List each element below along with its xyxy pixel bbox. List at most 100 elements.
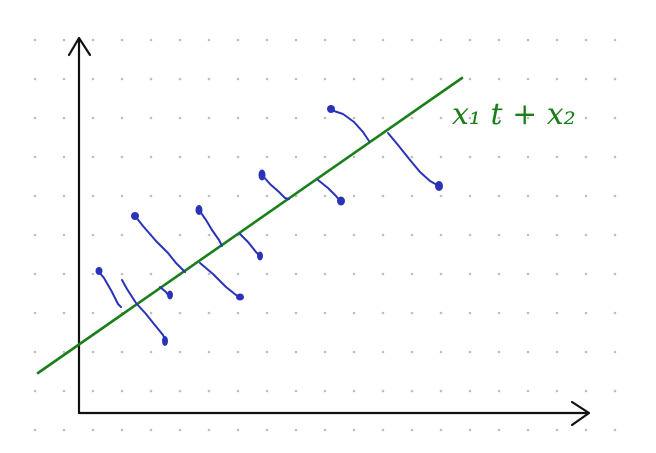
- grid-dot: [410, 350, 414, 354]
- grid-dot: [468, 116, 472, 120]
- grid-dot: [236, 155, 240, 159]
- residual-4: [134, 215, 186, 273]
- grid-dot: [584, 194, 588, 198]
- grid-dot: [584, 428, 588, 432]
- grid-dot: [178, 155, 182, 159]
- grid-dot: [62, 389, 66, 393]
- grid-dot: [207, 389, 211, 393]
- grid-dot: [439, 38, 443, 42]
- data-point-7: [257, 251, 263, 261]
- grid-dot: [149, 272, 153, 276]
- grid-dot: [265, 389, 269, 393]
- residual-5: [199, 262, 242, 298]
- grid-dot: [584, 116, 588, 120]
- grid-dot: [178, 38, 182, 42]
- grid-dot: [265, 272, 269, 276]
- grid-dot: [120, 116, 124, 120]
- grid-dot: [468, 311, 472, 315]
- residual-11: [387, 132, 440, 187]
- grid-dot: [613, 350, 617, 354]
- grid-dot: [497, 77, 501, 81]
- grid-dot: [555, 428, 559, 432]
- grid-dot: [613, 389, 617, 393]
- grid-dot: [33, 116, 37, 120]
- grid-dot: [236, 428, 240, 432]
- data-point-2: [162, 336, 168, 346]
- grid-dot: [584, 77, 588, 81]
- grid-dot: [613, 77, 617, 81]
- grid-dot: [265, 311, 269, 315]
- grid-dot: [236, 38, 240, 42]
- residual-1: [98, 271, 122, 308]
- grid-dot: [178, 116, 182, 120]
- grid-dot: [555, 233, 559, 237]
- grid-dot: [584, 311, 588, 315]
- grid-dot: [323, 389, 327, 393]
- grid-dot: [323, 428, 327, 432]
- grid-dot: [91, 38, 95, 42]
- grid-dot: [381, 233, 385, 237]
- grid-dot: [526, 272, 530, 276]
- grid-dot: [323, 311, 327, 315]
- grid-dot: [439, 350, 443, 354]
- residual-7: [239, 233, 261, 257]
- grid-dot: [294, 428, 298, 432]
- grid-dot: [410, 428, 414, 432]
- grid-dot: [352, 155, 356, 159]
- grid-dot: [497, 428, 501, 432]
- grid-dot: [149, 77, 153, 81]
- grid-dot: [236, 389, 240, 393]
- grid-dot: [120, 155, 124, 159]
- grid-dot: [294, 350, 298, 354]
- grid-dot: [526, 389, 530, 393]
- grid-dot: [294, 155, 298, 159]
- grid-dot: [62, 77, 66, 81]
- grid-dot: [584, 38, 588, 42]
- grid-dot: [294, 38, 298, 42]
- grid-dot: [294, 272, 298, 276]
- residuals: [98, 109, 440, 343]
- grid-dot: [468, 350, 472, 354]
- grid-dot: [120, 38, 124, 42]
- data-point-3: [167, 290, 173, 300]
- grid-dot: [352, 233, 356, 237]
- x-axis-arrowhead: [570, 400, 591, 427]
- grid-dot: [497, 350, 501, 354]
- grid-dot: [613, 194, 617, 198]
- grid-dot: [178, 311, 182, 315]
- grid-dot: [120, 194, 124, 198]
- grid-dot: [149, 350, 153, 354]
- grid-dot: [207, 272, 211, 276]
- residual-8: [261, 174, 290, 200]
- grid-dot: [33, 272, 37, 276]
- grid-dot: [381, 38, 385, 42]
- grid-dot: [91, 311, 95, 315]
- grid-dot: [178, 389, 182, 393]
- grid-dot: [439, 194, 443, 198]
- grid-dot: [468, 272, 472, 276]
- grid-dot: [91, 389, 95, 393]
- grid-dot: [468, 194, 472, 198]
- grid-dot: [526, 116, 530, 120]
- grid-dot: [62, 194, 66, 198]
- grid-dot: [149, 116, 153, 120]
- grid-dot: [33, 389, 37, 393]
- fit-line-label: x₁ t + x₂: [452, 97, 576, 132]
- grid-dot: [526, 194, 530, 198]
- grid-dot: [468, 155, 472, 159]
- grid-dot: [555, 389, 559, 393]
- grid-dot: [33, 38, 37, 42]
- grid-dot: [33, 350, 37, 354]
- grid-dot: [265, 194, 269, 198]
- grid-dot: [410, 272, 414, 276]
- grid-dot: [352, 350, 356, 354]
- grid-dot: [33, 233, 37, 237]
- grid-dot: [265, 350, 269, 354]
- fit-line: [36, 76, 464, 375]
- grid-dot: [294, 116, 298, 120]
- grid-dot: [62, 233, 66, 237]
- grid-dot: [91, 272, 95, 276]
- grid-dot: [468, 77, 472, 81]
- data-point-5: [236, 293, 244, 301]
- grid-dot: [149, 155, 153, 159]
